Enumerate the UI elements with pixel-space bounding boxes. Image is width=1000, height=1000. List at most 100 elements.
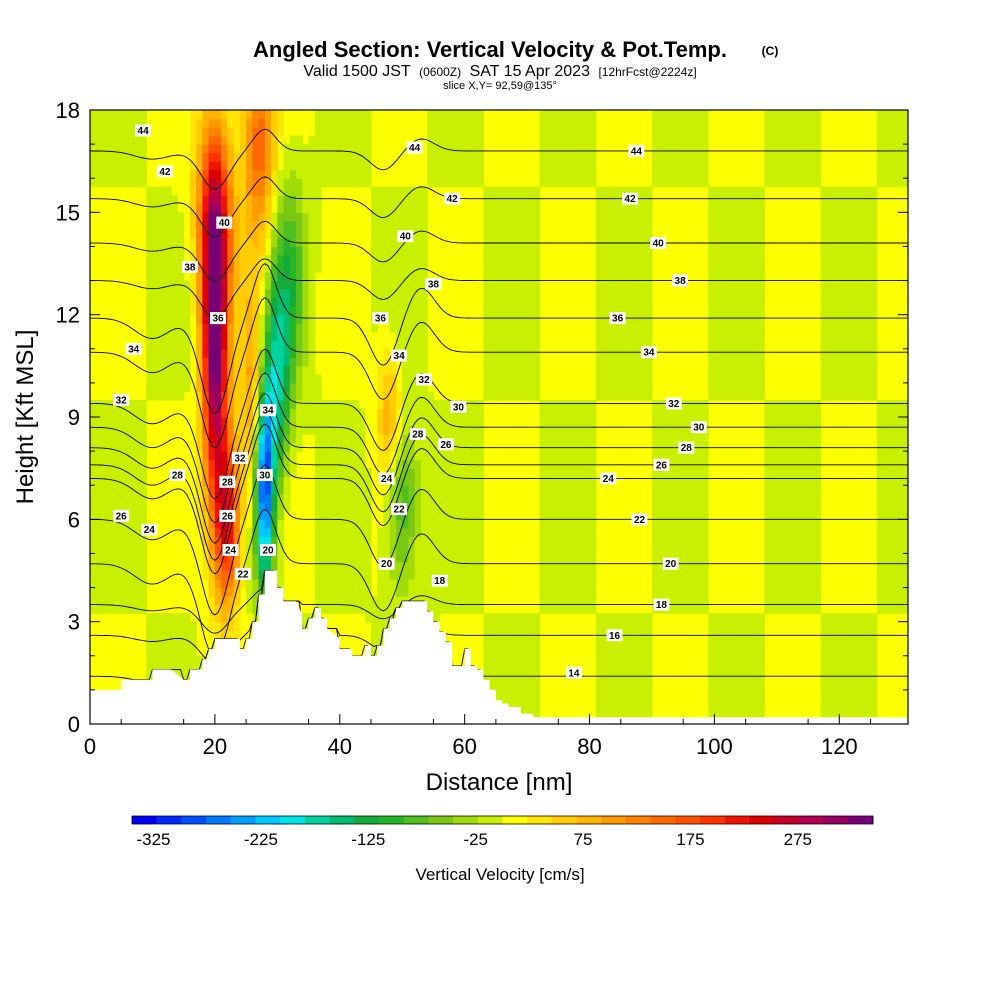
velocity-cell xyxy=(670,417,678,427)
velocity-cell xyxy=(733,698,740,708)
velocity-cell xyxy=(502,374,509,384)
velocity-cell xyxy=(639,195,647,205)
velocity-cell xyxy=(208,220,216,230)
velocity-cell xyxy=(389,510,397,520)
velocity-cell xyxy=(589,604,597,614)
velocity-cell xyxy=(146,280,154,290)
velocity-cell xyxy=(670,493,678,503)
velocity-cell xyxy=(271,169,278,179)
velocity-cell xyxy=(214,425,222,435)
velocity-cell xyxy=(433,178,441,188)
velocity-cell xyxy=(701,169,709,179)
velocity-cell xyxy=(189,212,197,222)
velocity-cell xyxy=(608,365,616,375)
velocity-cell xyxy=(402,331,410,341)
velocity-cell xyxy=(370,289,378,299)
velocity-cell xyxy=(789,510,797,520)
velocity-cell xyxy=(695,561,703,572)
velocity-cell xyxy=(689,135,697,145)
velocity-cell xyxy=(408,408,416,418)
velocity-cell xyxy=(208,280,216,290)
velocity-cell xyxy=(246,203,253,213)
velocity-cell xyxy=(221,374,228,384)
velocity-cell xyxy=(271,135,278,145)
velocity-cell xyxy=(808,135,815,145)
velocity-cell xyxy=(221,587,228,597)
velocity-cell xyxy=(764,579,772,589)
velocity-cell xyxy=(776,536,784,546)
velocity-cell xyxy=(264,434,272,444)
velocity-cell xyxy=(808,451,815,461)
velocity-cell xyxy=(520,655,528,665)
velocity-cell xyxy=(196,203,203,213)
velocity-cell xyxy=(502,613,509,623)
velocity-cell xyxy=(164,374,172,384)
velocity-cell xyxy=(183,638,191,648)
velocity-cell xyxy=(352,510,360,520)
velocity-cell xyxy=(339,604,347,614)
velocity-cell xyxy=(764,178,772,188)
velocity-cell xyxy=(321,493,328,503)
velocity-cell xyxy=(726,365,734,375)
velocity-cell xyxy=(246,289,253,299)
velocity-cell xyxy=(283,152,291,162)
velocity-cell xyxy=(277,254,285,265)
velocity-cell xyxy=(545,451,553,461)
velocity-cell xyxy=(433,536,441,546)
velocity-cell xyxy=(208,519,216,529)
velocity-cell xyxy=(751,212,759,222)
velocity-cell xyxy=(164,357,172,367)
velocity-cell xyxy=(133,169,141,179)
velocity-cell xyxy=(583,544,591,555)
velocity-cell xyxy=(352,178,360,188)
velocity-cell xyxy=(164,638,172,648)
velocity-cell xyxy=(114,161,122,171)
velocity-cell xyxy=(726,672,734,682)
velocity-cell xyxy=(676,178,684,188)
velocity-cell xyxy=(845,698,853,708)
velocity-cell xyxy=(470,451,478,461)
velocity-cell xyxy=(383,254,391,265)
velocity-cell xyxy=(214,280,222,290)
velocity-cell xyxy=(477,399,484,410)
velocity-cell xyxy=(708,357,716,367)
velocity-cell xyxy=(733,706,740,717)
velocity-cell xyxy=(758,647,765,657)
velocity-cell xyxy=(458,527,466,537)
velocity-cell xyxy=(795,169,803,179)
velocity-cell xyxy=(289,323,297,333)
velocity-cell xyxy=(214,110,222,120)
velocity-cell xyxy=(283,348,291,358)
velocity-cell xyxy=(595,613,603,623)
velocity-cell xyxy=(483,638,491,648)
velocity-cell xyxy=(208,340,216,350)
velocity-cell xyxy=(833,297,840,307)
velocity-cell xyxy=(664,485,672,495)
velocity-cell xyxy=(221,502,228,512)
velocity-cell xyxy=(164,237,172,248)
velocity-cell xyxy=(414,399,422,410)
velocity-cell xyxy=(801,579,809,589)
velocity-cell xyxy=(402,306,410,316)
velocity-cell xyxy=(645,263,653,273)
velocity-cell xyxy=(183,280,191,290)
velocity-cell xyxy=(533,698,541,708)
velocity-cell xyxy=(658,502,666,512)
velocity-cell xyxy=(164,280,172,290)
velocity-cell xyxy=(339,476,347,486)
velocity-cell xyxy=(208,399,216,410)
velocity-cell xyxy=(314,536,322,546)
velocity-cell xyxy=(439,144,447,154)
velocity-cell xyxy=(352,519,360,529)
velocity-cell xyxy=(139,144,147,154)
velocity-cell xyxy=(776,417,784,427)
velocity-cell xyxy=(114,110,122,120)
velocity-cell xyxy=(408,391,416,401)
velocity-cell xyxy=(458,536,466,546)
velocity-cell xyxy=(689,169,697,179)
velocity-cell xyxy=(96,510,104,520)
velocity-cell xyxy=(770,493,778,503)
velocity-cell xyxy=(570,493,578,503)
velocity-cell xyxy=(271,144,278,154)
velocity-cell xyxy=(758,280,765,290)
